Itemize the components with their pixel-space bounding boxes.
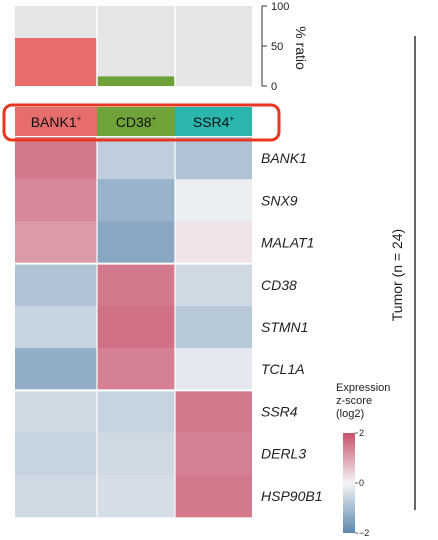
legend-tick-label: 2 xyxy=(359,428,364,438)
heatmap-cell xyxy=(175,305,252,349)
gene-label: CD38 xyxy=(261,277,297,293)
gene-label: SNX9 xyxy=(261,192,298,208)
ratio-bar xyxy=(97,76,175,86)
gene-label: MALAT1 xyxy=(261,235,314,251)
heatmap-cell xyxy=(15,432,97,476)
legend-title-line: (log2) xyxy=(336,408,364,420)
ratio-bar-bg xyxy=(97,6,175,86)
gene-label: STMN1 xyxy=(261,319,308,335)
legend-title-line: z-score xyxy=(336,395,372,407)
ratio-bar-bg xyxy=(175,6,252,86)
cluster-strip: BANK1+ CD38+ SSR4+ xyxy=(15,107,252,136)
heatmap-cell xyxy=(15,348,97,391)
heatmap-cells xyxy=(15,137,252,518)
cluster-label: CD38+ xyxy=(116,114,157,130)
ratio-tick-label: 50 xyxy=(271,41,283,53)
side-label: Tumor (n = 24) xyxy=(389,229,405,321)
heatmap-cell xyxy=(97,348,175,391)
gene-label: DERL3 xyxy=(261,446,306,462)
heatmap-cell xyxy=(97,390,175,433)
gene-labels: BANK1 SNX9 MALAT1 CD38 STMN1 TCL1A SSR4 DERL3 HS… xyxy=(261,150,322,504)
heatmap-cell xyxy=(175,137,252,180)
heatmap-cell xyxy=(97,305,175,349)
heatmap-cell xyxy=(97,221,175,264)
gene-label: SSR4 xyxy=(261,403,298,419)
heatmap-cell xyxy=(15,305,97,349)
heatmap-cell xyxy=(15,179,97,222)
heatmap-cell xyxy=(15,263,97,307)
heatmap-cell xyxy=(15,137,97,180)
heatmap-cell xyxy=(175,390,252,433)
cluster-cell xyxy=(97,107,175,136)
legend-colorbar xyxy=(343,433,355,533)
heatmap-cell xyxy=(97,474,175,518)
heatmap-cell xyxy=(175,474,252,518)
heatmap-cell xyxy=(15,390,97,433)
gene-label: TCL1A xyxy=(261,361,305,377)
ratio-tick-label: 100 xyxy=(271,1,289,13)
cluster-highlight-box xyxy=(2,103,281,142)
heatmap-cell xyxy=(97,263,175,307)
ratio-axis: % ratio 0 50 100 xyxy=(261,1,309,93)
cluster-label: BANK1+ xyxy=(31,114,82,130)
heatmap-cell xyxy=(15,221,97,264)
heatmap-cell xyxy=(175,348,252,391)
heatmap-cell xyxy=(175,263,252,307)
heatmap-cell xyxy=(97,432,175,476)
heatmap-cell xyxy=(175,221,252,264)
ratio-tick-label: 0 xyxy=(271,81,277,93)
cluster-label: SSR4+ xyxy=(193,114,235,130)
side-annotation: Tumor (n = 24) xyxy=(389,36,416,510)
heatmap-cell xyxy=(175,179,252,222)
legend-tick-label: 0 xyxy=(359,478,364,488)
heatmap-cell xyxy=(15,474,97,518)
heatmap-cell xyxy=(97,137,175,180)
heatmap-cell xyxy=(175,432,252,476)
heatmap-cell xyxy=(97,179,175,222)
legend-title-line: Expression xyxy=(336,382,390,394)
ratio-bar xyxy=(15,38,97,86)
ratio-bars xyxy=(15,6,252,86)
cluster-cell xyxy=(15,107,97,136)
legend-tick-label: −2 xyxy=(359,528,369,538)
gene-label: BANK1 xyxy=(261,150,307,166)
ratio-axis-title: % ratio xyxy=(293,26,309,70)
cluster-cell xyxy=(175,107,252,136)
gene-label: HSP90B1 xyxy=(261,488,322,504)
